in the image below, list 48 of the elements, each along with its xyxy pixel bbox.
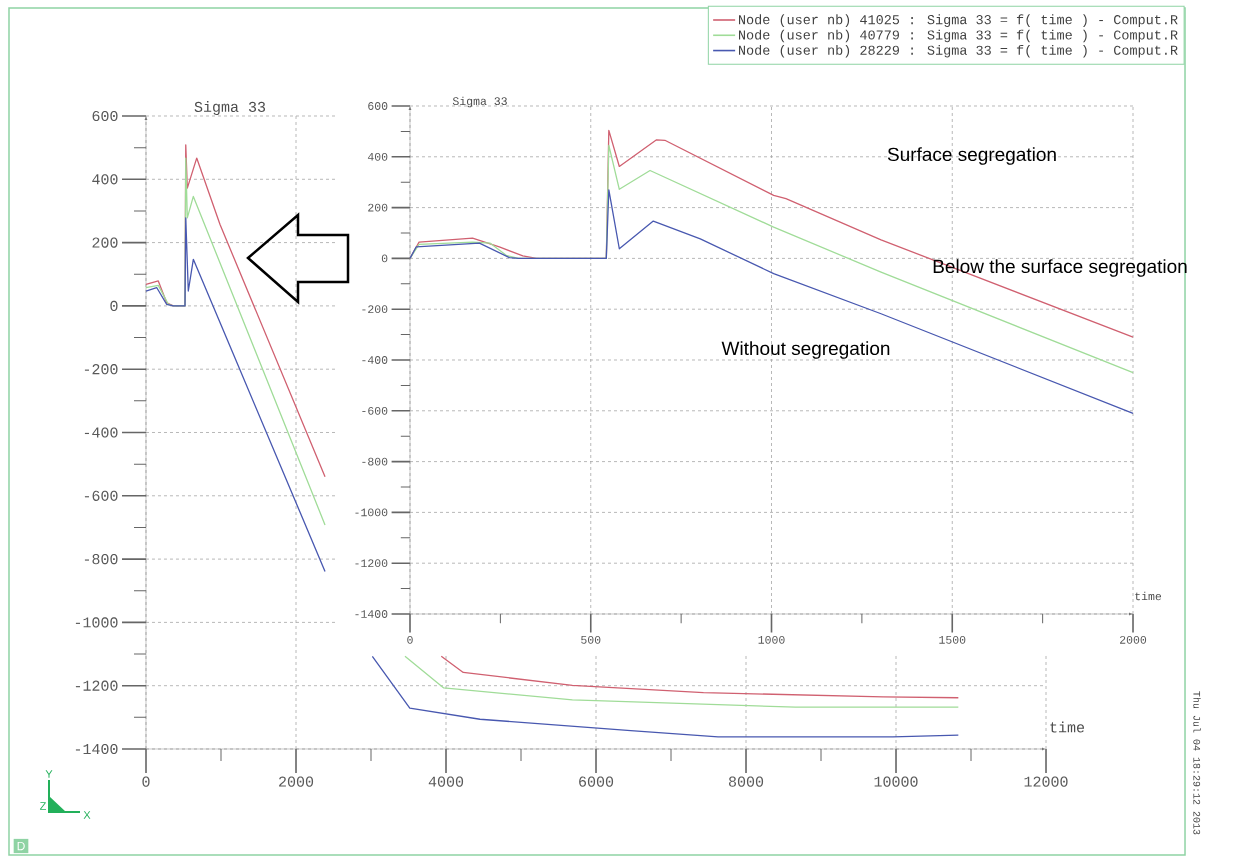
x-tick-label: 2000 [279,776,314,787]
x-tick-label: 0 [407,635,413,644]
y-tick-label: -800 [84,554,118,565]
y-tick-label: 400 [367,152,388,161]
y-tick-label: -200 [84,364,118,375]
annotation: Surface segregation [887,147,1056,165]
legend-label: Node (user nb) 28229 : Sigma 33 = f( time ) - Comput.R [739,44,1178,58]
x-axis-title: time [1135,591,1162,601]
y-tick-label: -1000 [355,508,388,517]
x-axis-title: time [1050,721,1085,733]
y-tick-label: -600 [362,406,388,415]
chart-title: Sigma 33 [452,96,507,108]
y-tick-label: -600 [84,490,118,501]
x-tick-label: 1000 [758,635,785,644]
y-tick-label: 200 [368,203,388,212]
x-tick-label: 1500 [939,635,966,644]
y-tick-label: 400 [92,174,118,185]
text: Y [45,770,53,778]
legend-label: Node (user nb) 40779 : Sigma 33 = f( time ) - Comput.R [739,29,1178,43]
legend-label: Node (user nb) 41025 : Sigma 33 = f( time ) - Comput.R [739,14,1178,27]
y-tick-label: 200 [92,237,118,248]
y-tick-label: 0 [110,300,118,311]
text: Thu Jul 04 18:29:12 2013 [1193,691,1201,835]
y-tick-label: -1000 [75,617,118,628]
x-tick-label: 500 [581,635,601,644]
text: D [17,841,25,851]
chart-title: Sigma 33 [194,101,266,115]
y-tick-label: -200 [362,305,388,314]
x-tick-label: 4000 [428,776,464,787]
y-tick-label: -1200 [75,680,118,691]
y-tick-label: -400 [84,427,118,438]
annotation: Without segregation [721,341,890,359]
text: X [83,811,91,819]
y-tick-label: 600 [92,110,118,122]
y-tick-label: 0 [381,254,388,263]
y-tick-label: 600 [368,102,388,110]
x-tick-label: 0 [142,776,150,787]
y-tick-label: -800 [362,457,388,466]
text: Z [39,802,47,810]
x-tick-label: 12000 [1024,776,1068,787]
x-tick-label: 10000 [874,776,918,787]
x-tick-label: 6000 [579,776,614,787]
y-tick-label: -400 [362,356,388,364]
x-tick-label: 8000 [728,776,764,787]
y-tick-label: -1400 [355,610,388,618]
y-tick-label: -1200 [355,559,388,568]
y-tick-label: -1400 [75,743,118,755]
x-tick-label: 2000 [1120,635,1147,644]
